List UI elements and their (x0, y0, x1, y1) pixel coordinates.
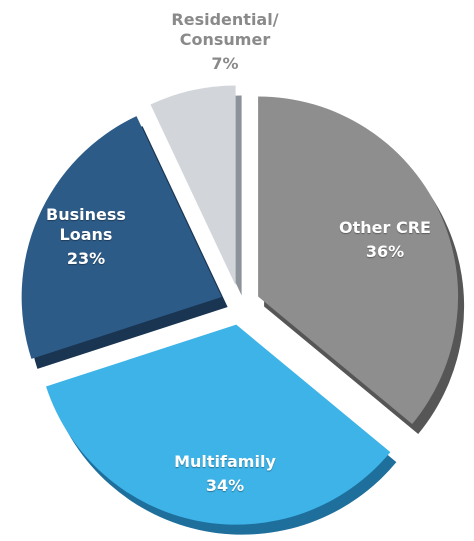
slice-label: Other CRE (339, 218, 431, 237)
slice-label: Multifamily (174, 452, 276, 471)
slice (150, 85, 236, 286)
slice (21, 116, 222, 359)
slice-value: 23% (66, 249, 106, 268)
slice-value: 7% (211, 54, 239, 73)
slice-value: 34% (205, 476, 245, 495)
slice (258, 96, 459, 424)
slice-value: 36% (365, 242, 405, 261)
slice-label: Business Loans (46, 205, 126, 244)
slice (46, 324, 391, 525)
slice-label: Residential/ Consumer (171, 10, 279, 49)
